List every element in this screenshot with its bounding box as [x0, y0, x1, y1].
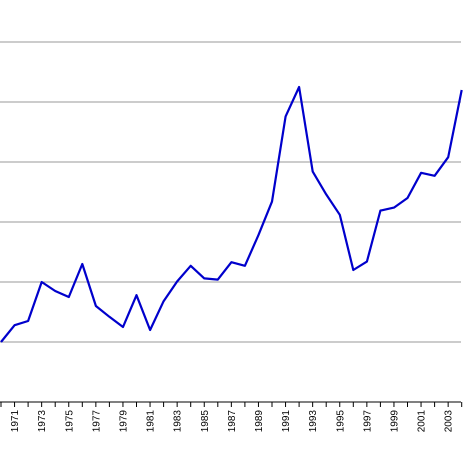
series-line [0, 85, 463, 343]
x-tick-label-1977: 1977 [91, 410, 102, 433]
x-tick-label-1981: 1981 [146, 410, 157, 433]
x-tick-label-2003: 2003 [444, 410, 455, 433]
x-tick-label-1991: 1991 [281, 410, 292, 433]
x-tick-label-1983: 1983 [173, 410, 184, 433]
x-tick-label-1987: 1987 [227, 410, 238, 433]
x-tick-label-1985: 1985 [200, 410, 211, 433]
x-tick-label-1971: 1971 [10, 410, 21, 433]
x-tick-label-1997: 1997 [362, 410, 373, 433]
x-tick-labels: 1971 1973 1975 1977 1979 1981 1983 1985 1987 1989… [10, 410, 455, 433]
x-tick-label-1979: 1979 [118, 410, 129, 433]
x-tick-label-2001: 2001 [417, 410, 428, 433]
x-tick-label-1995: 1995 [335, 410, 346, 433]
x-tick-label-1999: 1999 [389, 410, 400, 433]
x-tick-label-1993: 1993 [308, 410, 319, 433]
x-tick-label-1989: 1989 [254, 410, 265, 433]
x-tick-label-1973: 1973 [37, 410, 48, 433]
gridlines [0, 41, 461, 343]
x-tick-label-1975: 1975 [64, 410, 75, 433]
x-ticks [0, 402, 463, 407]
